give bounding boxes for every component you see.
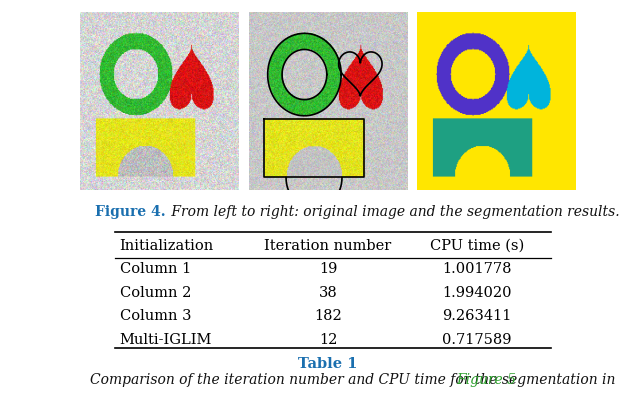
Text: From left to right: original image and the segmentation results.: From left to right: original image and t… — [167, 205, 620, 219]
Text: Figure 4.: Figure 4. — [95, 205, 166, 219]
Text: Comparison of the iteration number and CPU time for the segmentation in: Comparison of the iteration number and C… — [90, 373, 620, 387]
Text: Figure 5: Figure 5 — [456, 373, 516, 387]
Text: Table 1: Table 1 — [298, 357, 358, 371]
